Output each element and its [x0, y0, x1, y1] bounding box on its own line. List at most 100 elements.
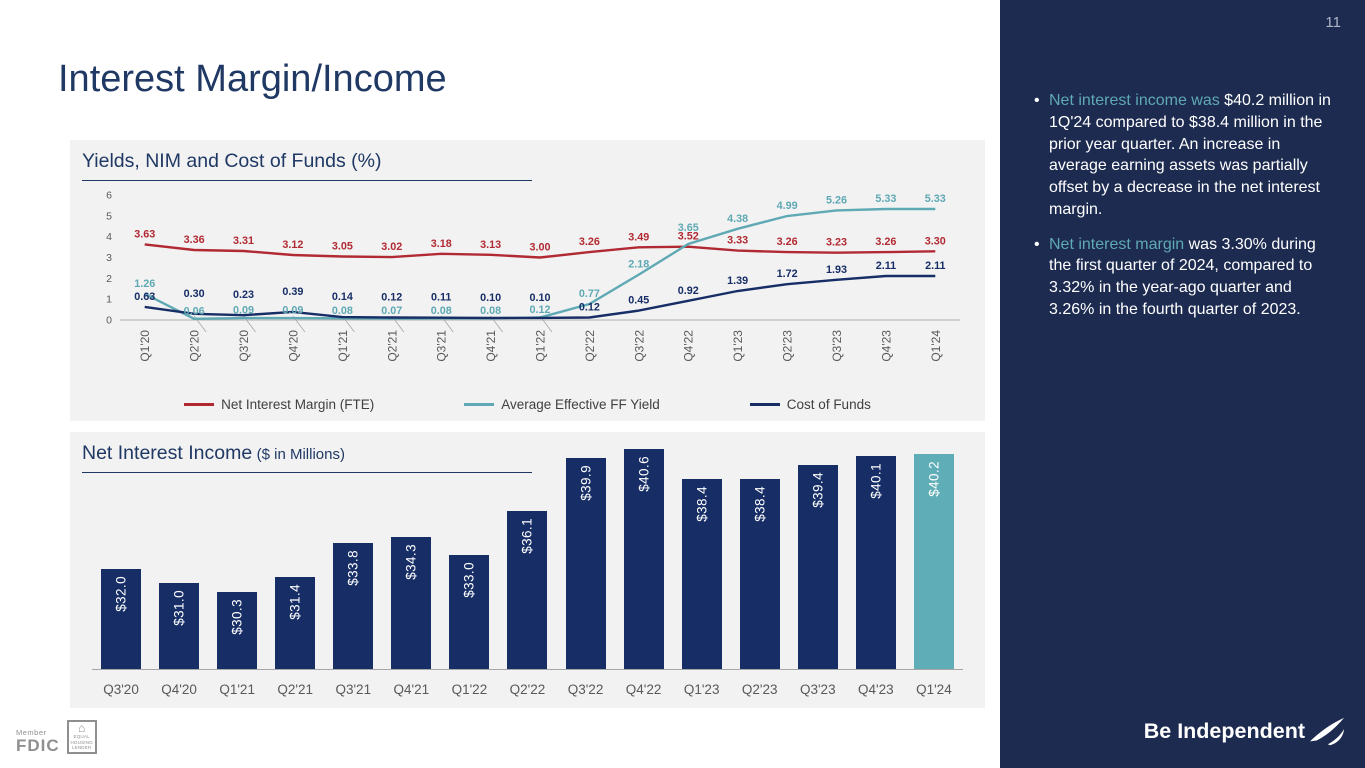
bar-column: $39.9 — [557, 442, 615, 669]
bar-column: $40.2 — [905, 442, 963, 669]
house-icon: ⌂ — [78, 721, 86, 736]
bar: $36.1 — [507, 511, 548, 669]
svg-text:3.13: 3.13 — [480, 239, 501, 251]
bar-category-label: Q1'23 — [683, 682, 720, 697]
nii-chart-title-underline: Net Interest Income ($ in Millions) — [82, 442, 532, 473]
bar-value-label: $36.1 — [519, 518, 535, 555]
bar-category-label: Q2'23 — [741, 682, 778, 697]
brand-text: Be Independent — [1143, 718, 1305, 743]
bar: $38.4 — [681, 479, 722, 669]
bar-category-label: Q1'24 — [916, 682, 952, 697]
svg-text:3.26: 3.26 — [875, 236, 896, 248]
yields-chart-title-underline: Yields, NIM and Cost of Funds (%) — [82, 150, 532, 181]
svg-text:0.12: 0.12 — [381, 292, 402, 304]
svg-text:Q3'21: Q3'21 — [435, 330, 449, 362]
svg-text:3.52: 3.52 — [678, 231, 699, 243]
nii-axis-labels: Q3'20 Q4'20 Q1'21 Q2'21 Q3'21 Q4'21 Q1'22 Q2'22… — [92, 682, 963, 697]
svg-text:0.11: 0.11 — [431, 292, 451, 304]
svg-text:3.12: 3.12 — [282, 239, 303, 251]
bar-category-label: Q4'21 — [393, 682, 430, 697]
svg-text:Q1'20: Q1'20 — [138, 330, 152, 362]
svg-text:Q4'21: Q4'21 — [484, 330, 498, 362]
bar: $31.0 — [159, 582, 200, 669]
svg-text:0.12: 0.12 — [579, 302, 600, 314]
yields-line-chart: 0 1 2 3 4 5 6 3.63 3.36 3.31 3.12 3.05 3.02 3.18 3.13 3… — [106, 190, 960, 362]
bar-value-label: $39.4 — [810, 472, 826, 509]
bar-category-label: Q4'20 — [161, 682, 197, 697]
svg-text:0.09: 0.09 — [233, 305, 254, 317]
svg-text:0: 0 — [106, 315, 112, 327]
equal-housing-lender-logo: ⌂ EQUAL HOUSING LENDER — [66, 720, 97, 754]
svg-text:2.11: 2.11 — [925, 260, 945, 272]
svg-text:1.39: 1.39 — [727, 275, 748, 287]
bar-value-label: $40.2 — [926, 461, 942, 497]
fdic-member-label: Member — [16, 728, 47, 737]
bar-column: $30.3 — [208, 442, 266, 669]
bar: $39.4 — [797, 465, 838, 669]
nii-chart-title: Net Interest Income — [82, 442, 253, 464]
svg-text:0.45: 0.45 — [628, 295, 649, 307]
legend-item-ff-yield: Average Effective FF Yield — [464, 397, 660, 412]
svg-text:0.63: 0.63 — [134, 291, 155, 303]
fdic-label: FDIC — [16, 736, 60, 755]
bullet-text: was 3.30% during the first quarter of 20… — [1049, 235, 1316, 318]
bar-column: $31.4 — [266, 442, 324, 669]
svg-text:3.26: 3.26 — [579, 236, 600, 248]
svg-text:Q3'23: Q3'23 — [830, 330, 844, 362]
bar-value-label: $39.9 — [578, 465, 594, 502]
bullet-net-interest-income: Net interest income was $40.2 million in… — [1032, 90, 1341, 221]
svg-text:0.08: 0.08 — [332, 305, 353, 317]
bar-category-label: Q3'22 — [567, 682, 604, 697]
nii-bar-chart: $32.0 $31.0 $30.3 $31.4 $33.8 $34.3 $33.0 $36.1… — [92, 442, 963, 670]
svg-text:Q2'22: Q2'22 — [583, 330, 597, 362]
bar-value-label: $40.6 — [636, 455, 652, 492]
bar-value-label: $38.4 — [694, 486, 710, 523]
bar-value-label: $33.8 — [345, 550, 361, 587]
bar-category-label: Q3'20 — [103, 682, 139, 697]
bar-column: $31.0 — [150, 442, 208, 669]
bar: $33.0 — [449, 554, 490, 669]
yields-chart-panel: Yields, NIM and Cost of Funds (%) 0 1 2 3 4 5… — [70, 140, 985, 421]
svg-text:0.07: 0.07 — [381, 305, 402, 317]
svg-text:1: 1 — [106, 294, 112, 306]
bar-column: $40.1 — [847, 442, 905, 669]
yields-chart-title: Yields, NIM and Cost of Funds (%) — [82, 150, 382, 172]
bar-column: $33.0 — [440, 442, 498, 669]
svg-text:5.33: 5.33 — [875, 193, 896, 205]
legend-item-nim: Net Interest Margin (FTE) — [184, 397, 374, 412]
svg-text:6: 6 — [106, 190, 112, 202]
bar-value-label: $34.3 — [403, 543, 419, 580]
chart-legend: Net Interest Margin (FTE) Average Effect… — [70, 397, 985, 412]
svg-text:3.18: 3.18 — [431, 238, 452, 250]
legend-swatch-cost-of-funds-line — [749, 403, 780, 406]
svg-text:Q1'22: Q1'22 — [534, 330, 548, 362]
svg-text:4: 4 — [106, 231, 112, 243]
bar-category-label: Q1'22 — [451, 682, 488, 697]
svg-text:3.31: 3.31 — [233, 235, 254, 247]
svg-text:0.12: 0.12 — [529, 304, 550, 316]
bar-column: $33.8 — [324, 442, 382, 669]
svg-text:3.23: 3.23 — [826, 237, 847, 249]
svg-text:5.26: 5.26 — [826, 194, 847, 206]
svg-text:3.02: 3.02 — [381, 241, 402, 253]
bar-value-label: $30.3 — [229, 599, 245, 636]
svg-text:0.06: 0.06 — [184, 305, 205, 317]
legend-label-nim: Net Interest Margin (FTE) — [221, 397, 375, 412]
bird-icon — [1309, 716, 1345, 746]
svg-text:3.05: 3.05 — [332, 241, 353, 253]
svg-text:3.33: 3.33 — [727, 235, 748, 247]
bar-category-label: Q1'21 — [219, 682, 255, 697]
svg-text:3: 3 — [106, 252, 112, 264]
bar-value-label: $31.4 — [287, 583, 303, 620]
svg-text:0.14: 0.14 — [332, 291, 353, 303]
bar: $34.3 — [391, 536, 432, 669]
svg-text:3.49: 3.49 — [628, 231, 649, 243]
bar: $40.1 — [855, 455, 896, 669]
bar-column: $36.1 — [498, 442, 556, 669]
bar-value-label: $32.0 — [113, 575, 129, 612]
svg-text:Q1'21: Q1'21 — [336, 330, 350, 362]
page-title: Interest Margin/Income — [58, 58, 447, 100]
bar-column: $38.4 — [673, 442, 731, 669]
bar-value-label: $38.4 — [752, 486, 768, 523]
brand: Be Independent — [1144, 716, 1345, 746]
